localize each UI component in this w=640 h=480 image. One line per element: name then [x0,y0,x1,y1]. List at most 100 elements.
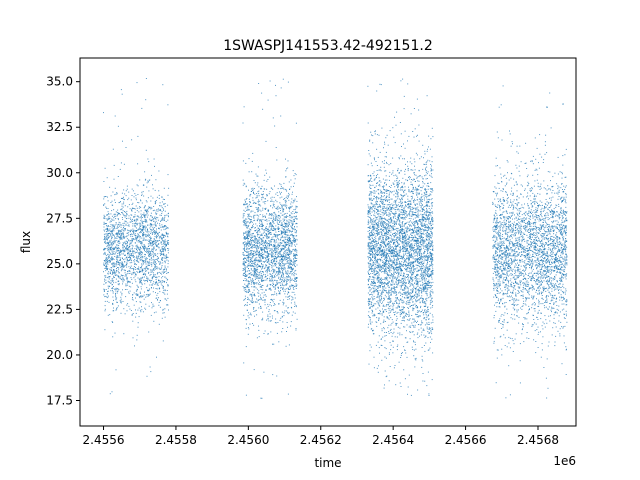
data-point [128,224,130,226]
data-point [110,261,111,263]
data-point [253,369,255,371]
data-point [154,267,156,269]
data-point [132,190,134,192]
data-point [140,282,142,284]
data-point [278,271,280,273]
data-point [245,238,247,240]
data-point [115,295,117,297]
data-point [115,251,117,253]
data-point [273,261,274,263]
data-point [258,303,260,305]
data-point [245,280,247,281]
data-point [385,232,387,234]
data-point [245,243,246,245]
data-point [266,246,268,248]
data-point [150,280,152,282]
data-point [150,226,152,228]
data-point [155,243,157,245]
data-point [259,255,261,257]
data-point [161,233,163,235]
data-point [244,241,246,243]
data-point [117,232,119,234]
data-point [390,255,392,257]
data-point [155,261,157,263]
data-point [152,272,154,274]
data-point [371,296,373,298]
data-point [258,239,260,241]
data-point [273,241,275,243]
data-point [415,192,417,194]
data-point [121,265,123,267]
data-point [153,263,155,265]
data-point [274,288,276,290]
data-point [284,277,286,279]
data-point [140,220,142,222]
data-point [275,84,276,86]
data-point [148,261,150,263]
data-point [139,228,141,230]
data-point [277,286,279,288]
data-point [149,227,151,229]
data-point [118,236,119,238]
data-point [295,328,297,329]
data-point [255,240,257,242]
data-point [268,226,270,228]
data-point [136,271,138,272]
data-point [113,282,115,284]
data-point [384,284,385,286]
data-point [260,266,262,268]
data-point [259,236,261,238]
data-point [166,299,168,301]
data-point [252,261,254,263]
data-point [147,209,148,211]
data-point [145,265,147,267]
data-point [161,238,163,240]
data-point [250,210,252,212]
data-point [258,295,260,297]
data-point [283,248,284,249]
data-point [150,257,152,259]
data-point [132,273,134,275]
data-point [111,258,113,260]
data-point [259,276,261,278]
data-point [391,256,392,258]
data-point [291,296,293,298]
data-point [149,253,151,254]
data-point [274,242,276,244]
data-point [144,214,146,216]
data-point [249,261,251,263]
data-point [137,194,139,195]
data-point [142,239,144,241]
data-point [260,187,262,189]
data-point [406,244,408,246]
data-point [116,244,118,246]
data-point [129,268,131,270]
data-point [143,228,145,230]
data-point [260,397,262,399]
data-point [396,237,398,239]
data-point [265,254,267,256]
data-point [164,247,166,248]
data-point [131,221,133,222]
data-point [112,322,114,323]
data-point [130,229,132,231]
data-point [149,251,151,253]
data-point [157,259,159,261]
data-point [121,267,123,269]
data-point [145,236,147,238]
data-point [137,252,139,254]
data-point [267,284,269,286]
data-point [250,250,252,252]
data-point [164,210,166,212]
data-point [432,273,434,274]
data-point [291,227,293,229]
data-point [128,285,130,287]
data-point [290,263,292,265]
data-point [266,255,268,257]
data-point [150,257,152,259]
data-point [113,248,115,249]
data-point [107,314,109,316]
data-point [168,216,169,218]
data-point [288,228,289,230]
data-point [166,290,168,291]
